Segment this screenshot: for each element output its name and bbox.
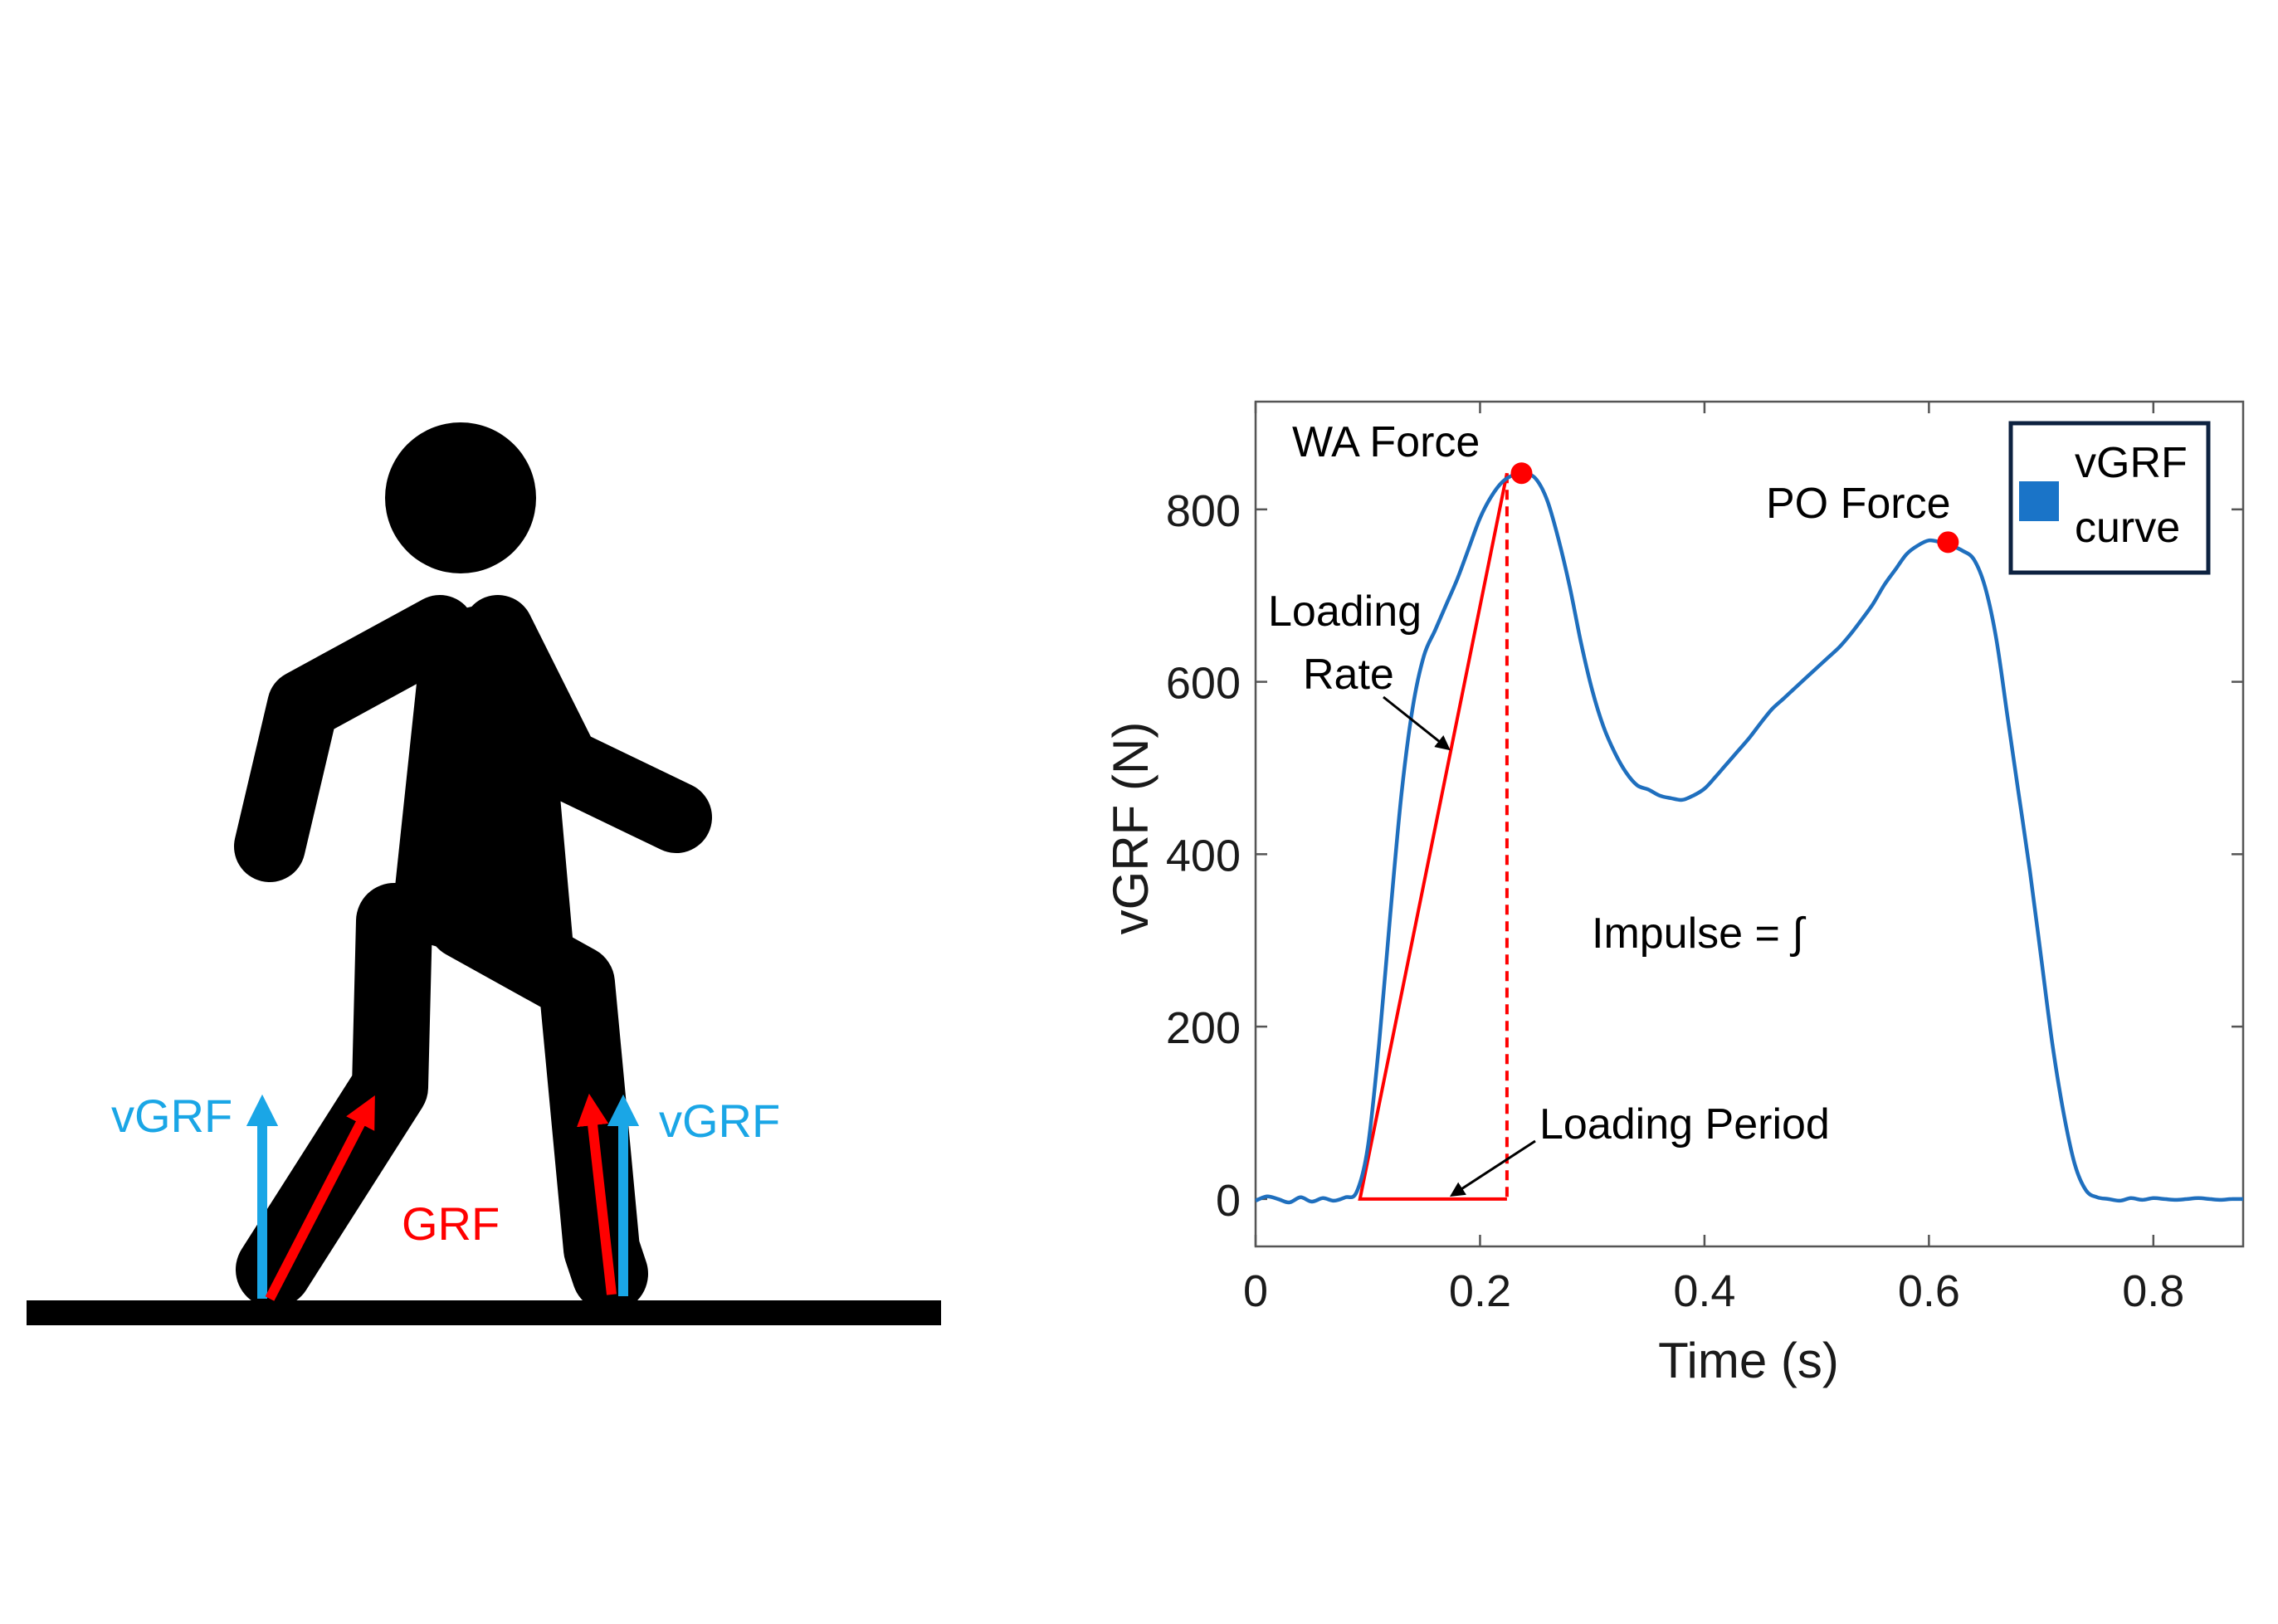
loading-rate-pointer [1383,695,1451,751]
grf-label: GRF [402,1197,500,1250]
y-tick-label: 800 [1166,486,1241,536]
figure-rear-arm [234,595,476,882]
vgrf-label-left: vGRF [111,1090,232,1142]
figure-front-arm [462,595,712,853]
x-tick-label: 0.8 [2122,1266,2184,1316]
legend-swatch [2019,481,2059,521]
peak-marker [1937,531,1959,554]
y-tick-label: 400 [1166,831,1241,880]
x-tick-label: 0.4 [1673,1266,1735,1316]
loading-period-label: Loading Period [1539,1100,1830,1149]
x-tick-label: 0 [1243,1266,1268,1316]
loading-rate-triangle-base [1358,472,1509,1201]
x-tick-label: 0.6 [1898,1266,1960,1316]
po-force-label: PO Force [1766,480,1951,528]
grf-arrow-right [577,1093,617,1295]
figure-head [385,422,536,573]
wa-force-label: WA Force [1292,418,1480,466]
legend-entry-line1: vGRF [2075,439,2188,487]
walking-figure: vGRF vGRF GRF [27,422,941,1325]
impulse-label: Impulse = ∫ [1592,910,1806,958]
ground-line [27,1300,941,1325]
x-axis-label: Time (s) [1658,1333,1839,1388]
vgrf-series-line [1255,471,2244,1205]
y-axis-label: vGRF (N) [1103,722,1159,935]
y-ticks: 0 200 400 600 800 [1166,486,2243,1226]
x-ticks: 0 0.2 0.4 0.6 0.8 [1243,402,2184,1316]
peak-marker [1510,462,1533,485]
x-tick-label: 0.2 [1449,1266,1511,1316]
peak-markers [1510,462,1959,554]
grf-arrow-left [265,1095,375,1301]
vgrf-label-right: vGRF [659,1095,780,1147]
loading-rate-label-line2: Rate [1303,651,1394,699]
legend: vGRF curve [2008,421,2211,575]
plot-frame [1254,400,2245,1248]
y-tick-label: 0 [1216,1176,1241,1226]
legend-entry-line2: curve [2075,504,2180,552]
vgrf-chart: 0 200 400 600 800 0 0.2 0.4 0.6 0.8 WA Force PO … [1103,400,2245,1388]
y-tick-label: 200 [1166,1003,1241,1053]
figure-rear-leg [236,883,432,1308]
loading-rate-label-line1: Loading [1268,588,1422,636]
loading-period-pointer [1449,1139,1536,1197]
y-tick-label: 600 [1166,659,1241,709]
